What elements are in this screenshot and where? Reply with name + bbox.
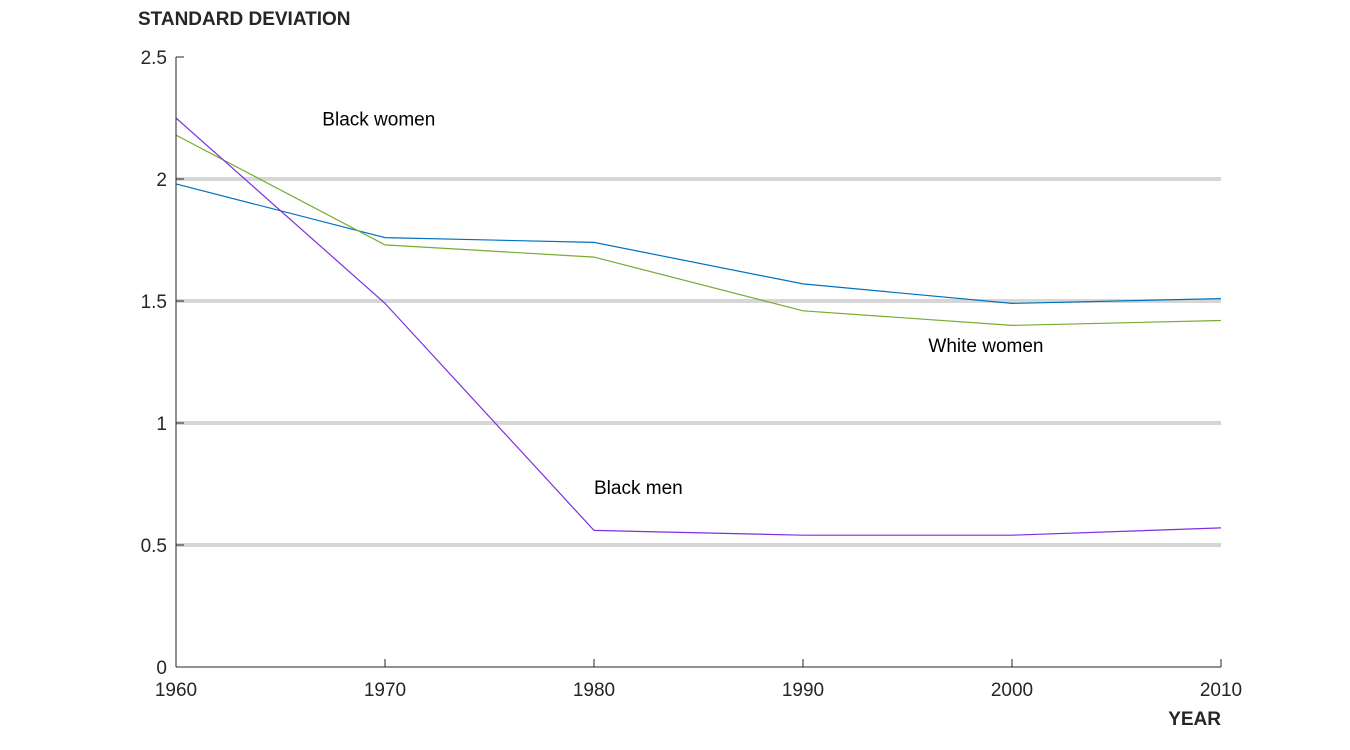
series-label-black-women: Black women xyxy=(322,109,435,130)
series-label-white-women: White women xyxy=(928,336,1043,357)
y-tick-label: 0.5 xyxy=(141,536,167,557)
annotations: Black women White women Black men xyxy=(322,109,1043,498)
y-axis-title: STANDARD DEVIATION xyxy=(138,9,351,30)
x-tick-label: 1980 xyxy=(573,680,615,701)
x-tick-label: 2000 xyxy=(991,680,1033,701)
gridlines xyxy=(176,177,1221,547)
series-line-blue xyxy=(175,183,1222,305)
x-axis-title: YEAR xyxy=(1168,709,1221,730)
x-tick-label: 1960 xyxy=(155,680,197,701)
x-tick-label: 1990 xyxy=(782,680,824,701)
series-line-green xyxy=(175,134,1222,327)
series-line-purple xyxy=(175,117,1222,536)
y-tick-label: 2.5 xyxy=(141,48,167,69)
axes: 0 0.5 1 1.5 2 2.5 1960 1970 1980 1990 2000 2010 xyxy=(141,48,1243,701)
y-tick-label: 2 xyxy=(156,170,167,191)
series-label-black-men: Black men xyxy=(594,478,683,499)
x-tick-label: 2010 xyxy=(1200,680,1242,701)
y-tick-label: 1 xyxy=(156,414,167,435)
y-tick-label: 0 xyxy=(156,658,167,679)
series-lines xyxy=(175,117,1222,536)
y-tick-label: 1.5 xyxy=(141,292,167,313)
x-tick-label: 1970 xyxy=(364,680,406,701)
